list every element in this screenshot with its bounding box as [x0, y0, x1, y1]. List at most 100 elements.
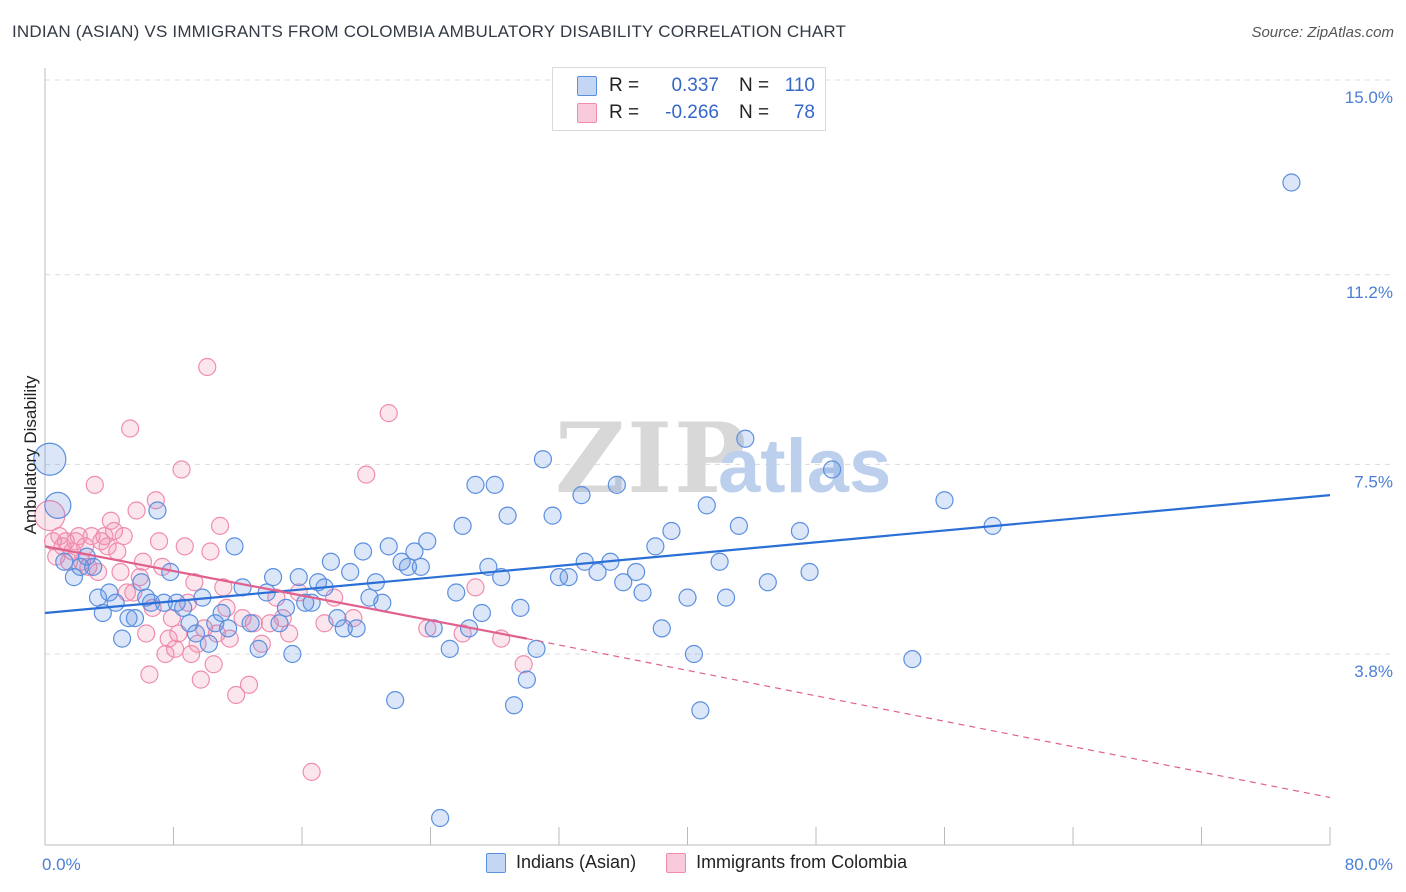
blue-point — [758, 573, 777, 592]
blue-point — [263, 568, 283, 587]
legend: R = 0.337 N = 110 R = -0.266 N = 78 — [552, 67, 826, 131]
blue-point — [543, 506, 562, 525]
pink-point — [166, 639, 185, 658]
pink-point — [82, 527, 101, 546]
pink-point — [121, 419, 140, 438]
blue-point — [112, 629, 132, 648]
legend-row-pink: R = -0.266 N = 78 — [577, 101, 815, 125]
blue-point — [132, 573, 151, 592]
blue-point — [549, 568, 569, 587]
blue-point — [241, 614, 260, 633]
blue-point — [334, 619, 353, 638]
legend-r-value: 0.337 — [671, 75, 719, 96]
blue-point — [276, 598, 296, 617]
blue-point — [321, 552, 341, 571]
blue-point — [100, 583, 119, 602]
pink-point — [357, 465, 376, 484]
blue-point — [148, 501, 167, 520]
bottom-legend-swatch-pink — [666, 852, 687, 873]
blue-point — [678, 588, 697, 607]
pink-point — [98, 537, 117, 556]
blue-point — [662, 521, 681, 541]
blue-point — [485, 475, 504, 494]
blue-point — [289, 568, 308, 587]
blue-point — [440, 639, 459, 658]
blue-point — [607, 475, 626, 494]
blue-point — [33, 442, 67, 476]
blue-point — [225, 537, 244, 556]
pink-point — [140, 665, 159, 684]
blue-point — [504, 696, 524, 715]
blue-point — [411, 557, 430, 576]
pink-point — [111, 562, 130, 582]
pink-point — [198, 357, 217, 377]
blue-point — [125, 609, 145, 628]
blue-point — [447, 583, 466, 602]
blue-point — [106, 593, 125, 612]
blue-point — [466, 475, 485, 494]
pink-point — [101, 511, 120, 530]
blue-point — [572, 486, 591, 505]
pink-point — [182, 644, 201, 664]
blue-point — [270, 614, 289, 633]
chart-title: INDIAN (ASIAN) VS IMMIGRANTS FROM COLOMB… — [12, 22, 847, 41]
blue-point — [646, 537, 665, 556]
source-label: Source: ZipAtlas.com — [1251, 24, 1394, 41]
y-tick-label: 7.5% — [1354, 472, 1393, 491]
blue-point — [517, 670, 536, 689]
blue-point — [614, 573, 633, 592]
blue-point — [903, 650, 922, 669]
pink-point — [114, 527, 133, 546]
blue-point — [684, 644, 704, 664]
pink-point — [239, 675, 259, 694]
x-tick-label: 0.0% — [42, 855, 81, 874]
pink-point — [85, 475, 104, 494]
pink-point — [127, 501, 146, 520]
pink-point — [149, 532, 169, 551]
blue-point — [822, 460, 842, 479]
pink-point — [66, 532, 85, 551]
watermark-atlas: atlas — [718, 424, 891, 509]
bottom-legend: Indians (Asian) Immigrants from Colombia — [486, 852, 937, 873]
blue-point — [418, 532, 437, 551]
blue-point — [296, 593, 315, 612]
pink-trend-dashed — [526, 638, 1331, 799]
pink-point — [156, 644, 175, 664]
blue-point — [472, 603, 491, 623]
legend-r-value: -0.266 — [665, 102, 719, 123]
blue-point — [935, 491, 954, 510]
blue-point — [652, 619, 671, 638]
blue-point — [588, 562, 607, 582]
blue-point — [716, 588, 736, 607]
pink-point — [108, 542, 127, 561]
pink-point — [227, 685, 246, 705]
blue-point — [283, 644, 302, 664]
pink-point — [185, 573, 204, 592]
blue-point — [405, 542, 424, 561]
blue-point — [431, 808, 450, 828]
pink-point — [252, 634, 271, 653]
pink-point — [217, 598, 236, 617]
pink-point — [379, 404, 398, 423]
axes — [44, 68, 1331, 846]
bottom-legend-swatch-blue — [486, 852, 506, 873]
pink-point — [117, 583, 137, 602]
legend-r-label: R = — [609, 102, 640, 123]
pink-point — [69, 527, 88, 546]
bottom-legend-label-blue: Indians (Asian) — [516, 852, 637, 872]
blue-point — [511, 598, 530, 617]
blue-point — [341, 562, 360, 582]
pink-point — [169, 624, 188, 643]
pink-point — [204, 655, 223, 674]
legend-n-label: N = — [739, 75, 770, 96]
blue-series — [33, 173, 1301, 828]
blue-point — [729, 516, 749, 535]
y-tick-label: 11.2% — [1346, 283, 1393, 302]
blue-point — [800, 562, 819, 582]
blue-point — [353, 542, 373, 561]
pink-point — [104, 521, 124, 541]
blue-point — [386, 691, 405, 710]
pink-point — [273, 609, 292, 628]
blue-point — [736, 429, 755, 448]
blue-point — [186, 624, 206, 643]
